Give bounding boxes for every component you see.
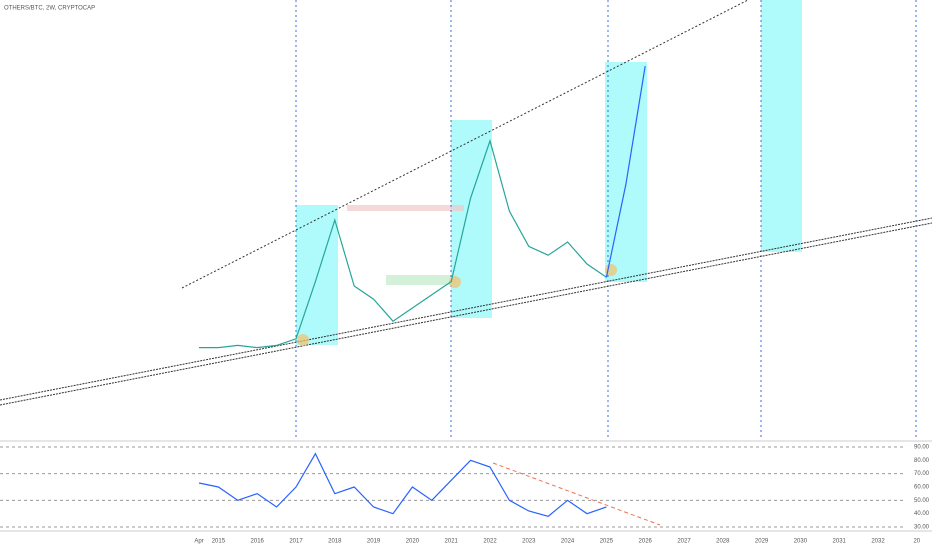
x-tick-label: 2026	[639, 539, 653, 545]
x-tick-label: 2024	[561, 539, 575, 545]
series-line	[198, 452, 607, 517]
y2-tick-label: 40.00	[914, 511, 930, 517]
series-line	[199, 138, 607, 349]
series-line	[605, 65, 646, 278]
x-tick-label: 2032	[871, 539, 885, 545]
zone	[386, 275, 456, 285]
y2-tick-label: 30.00	[914, 525, 930, 531]
zone	[347, 205, 464, 211]
trend-line	[181, 0, 749, 289]
x-tick-label: 2023	[522, 539, 536, 545]
x-tick-label: 2030	[794, 539, 808, 545]
x-tick-label: 2015	[212, 539, 226, 545]
cycle-box	[761, 0, 802, 252]
x-tick-label: 2019	[367, 539, 381, 545]
marker	[297, 334, 309, 346]
x-tick-label: 2022	[483, 539, 497, 545]
x-tick-label: Apr	[194, 539, 203, 545]
x-tick-label: 2017	[289, 539, 303, 545]
x-tick-label: 2027	[677, 539, 691, 545]
x-tick-label: 2025	[600, 539, 614, 545]
x-tick-label: 2029	[755, 539, 769, 545]
x-tick-label: 2020	[406, 539, 420, 545]
y2-tick-label: 70.00	[914, 471, 930, 477]
trend-line	[0, 222, 932, 406]
x-tick-label: 2028	[716, 539, 730, 545]
x-tick-label: 2018	[328, 539, 342, 545]
y2-tick-label: 60.00	[914, 485, 930, 491]
x-tick-label: 20	[913, 539, 920, 545]
rsi-trend	[492, 462, 661, 526]
y2-tick-label: 50.00	[914, 498, 930, 504]
x-tick-label: 2021	[445, 539, 459, 545]
chart-title: OTHERS/BTC, 2W, CRYPTOCAP	[4, 6, 95, 12]
trend-line	[0, 217, 932, 401]
y2-tick-label: 80.00	[914, 458, 930, 464]
cycle-lines	[295, 0, 917, 440]
x-tick-label: 2016	[251, 539, 265, 545]
cycle-box	[451, 120, 492, 318]
x-tick-label: 2031	[833, 539, 847, 545]
y2-tick-label: 90.00	[914, 445, 930, 451]
